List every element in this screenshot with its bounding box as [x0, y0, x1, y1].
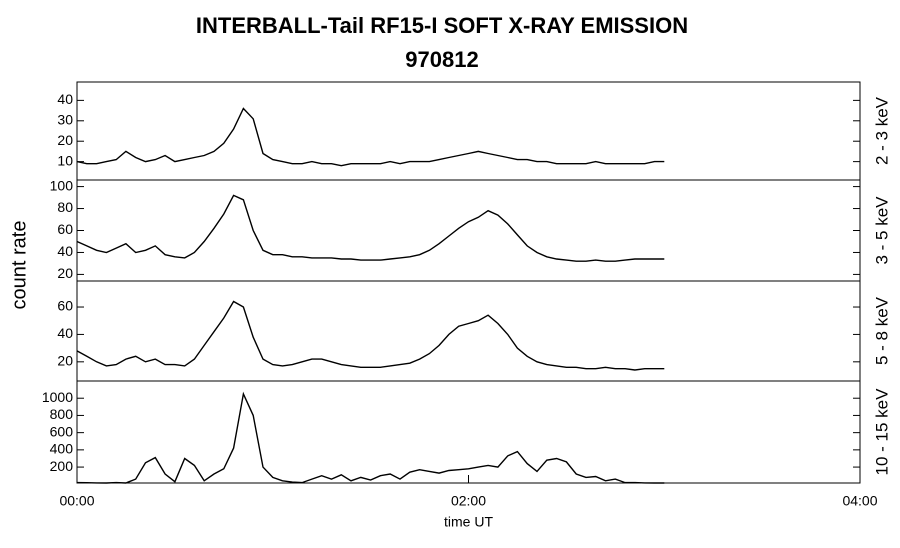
data-line: [76, 194, 665, 262]
y-tick-label: 20: [57, 265, 73, 281]
y-tick-label: 100: [50, 177, 74, 193]
x-tick-label: 04:00: [842, 493, 877, 509]
x-axis-label: time UT: [444, 514, 493, 530]
panel-label: 10 - 15 keV: [872, 388, 891, 476]
y-tick-label: 60: [57, 298, 73, 314]
y-tick-label: 20: [57, 132, 73, 148]
chart-title: INTERBALL-Tail RF15-I SOFT X-RAY EMISSIO…: [196, 13, 688, 38]
y-tick-label: 1000: [42, 389, 73, 405]
data-line: [76, 391, 665, 484]
y-tick-label: 600: [50, 423, 74, 439]
data-line: [76, 300, 665, 371]
y-tick-label: 30: [57, 111, 73, 127]
panel-label: 2 - 3 keV: [872, 96, 891, 165]
data-line: [76, 107, 665, 167]
y-tick-label: 400: [50, 441, 74, 457]
y-tick-label: 20: [57, 353, 73, 369]
y-tick-label: 40: [57, 243, 73, 259]
panel-frame: [76, 280, 861, 382]
panel-frame: [76, 179, 861, 282]
panel-frame: [76, 380, 861, 484]
panel-label: 3 - 5 keV: [872, 196, 891, 265]
panel-frame: [76, 81, 861, 181]
y-tick-label: 40: [57, 91, 73, 107]
x-tick-label: 00:00: [59, 493, 94, 509]
y-tick-label: 800: [50, 406, 74, 422]
y-tick-label: 200: [50, 458, 74, 474]
y-tick-label: 60: [57, 221, 73, 237]
panel-label: 5 - 8 keV: [872, 296, 891, 365]
y-tick-label: 80: [57, 199, 73, 215]
y-tick-label: 10: [57, 152, 73, 168]
chart-subtitle: 970812: [405, 47, 478, 72]
y-axis-label: count rate: [8, 221, 30, 310]
y-tick-label: 40: [57, 325, 73, 341]
x-tick-label: 02:00: [451, 493, 486, 509]
